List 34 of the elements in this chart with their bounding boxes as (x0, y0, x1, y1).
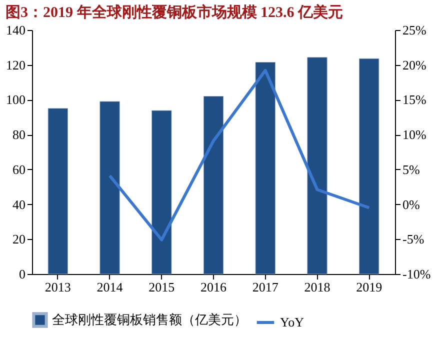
y2-tick-label: -10% (402, 266, 431, 282)
y-tick-label: 120 (6, 57, 26, 72)
bar (100, 101, 120, 274)
y-tick-label: 0 (19, 266, 26, 282)
y2-tick-label: 15% (402, 92, 426, 108)
legend-label: 全球刚性覆铜板销售额（亿美元） (52, 312, 247, 327)
y2-tick-label: 0% (402, 196, 420, 212)
y-tick-label: 40 (12, 196, 26, 212)
x-tick-label: 2019 (356, 280, 382, 294)
x-tick-label: 2014 (96, 280, 124, 294)
chart-title: 图3：2019 年全球刚性覆铜板市场规模 123.6 亿美元 (6, 3, 343, 21)
y-tick-label: 80 (12, 127, 26, 142)
legend-label: YoY (280, 314, 305, 330)
x-tick-label: 2015 (148, 280, 175, 294)
y2-tick-label: 20% (402, 57, 426, 72)
y2-tick-label: 5% (402, 162, 420, 177)
x-tick-label: 2016 (200, 280, 227, 294)
y-tick-label: 60 (12, 162, 26, 177)
bar (307, 57, 328, 274)
bar (152, 110, 172, 274)
y2-tick-label: 10% (402, 127, 426, 142)
y-tick-label: 20 (12, 232, 26, 247)
y2-tick-label: 25% (402, 22, 426, 38)
y-tick-label: 100 (6, 92, 26, 108)
bar (255, 62, 276, 274)
x-tick-label: 2013 (44, 280, 71, 294)
x-tick-label: 2017 (252, 280, 279, 294)
y2-tick-label: -5% (402, 232, 424, 247)
y-tick-label: 140 (6, 22, 26, 38)
bar (203, 96, 224, 274)
bar (358, 58, 380, 274)
bar (48, 108, 68, 274)
line-series (108, 68, 371, 242)
x-tick-label: 2018 (304, 280, 330, 294)
